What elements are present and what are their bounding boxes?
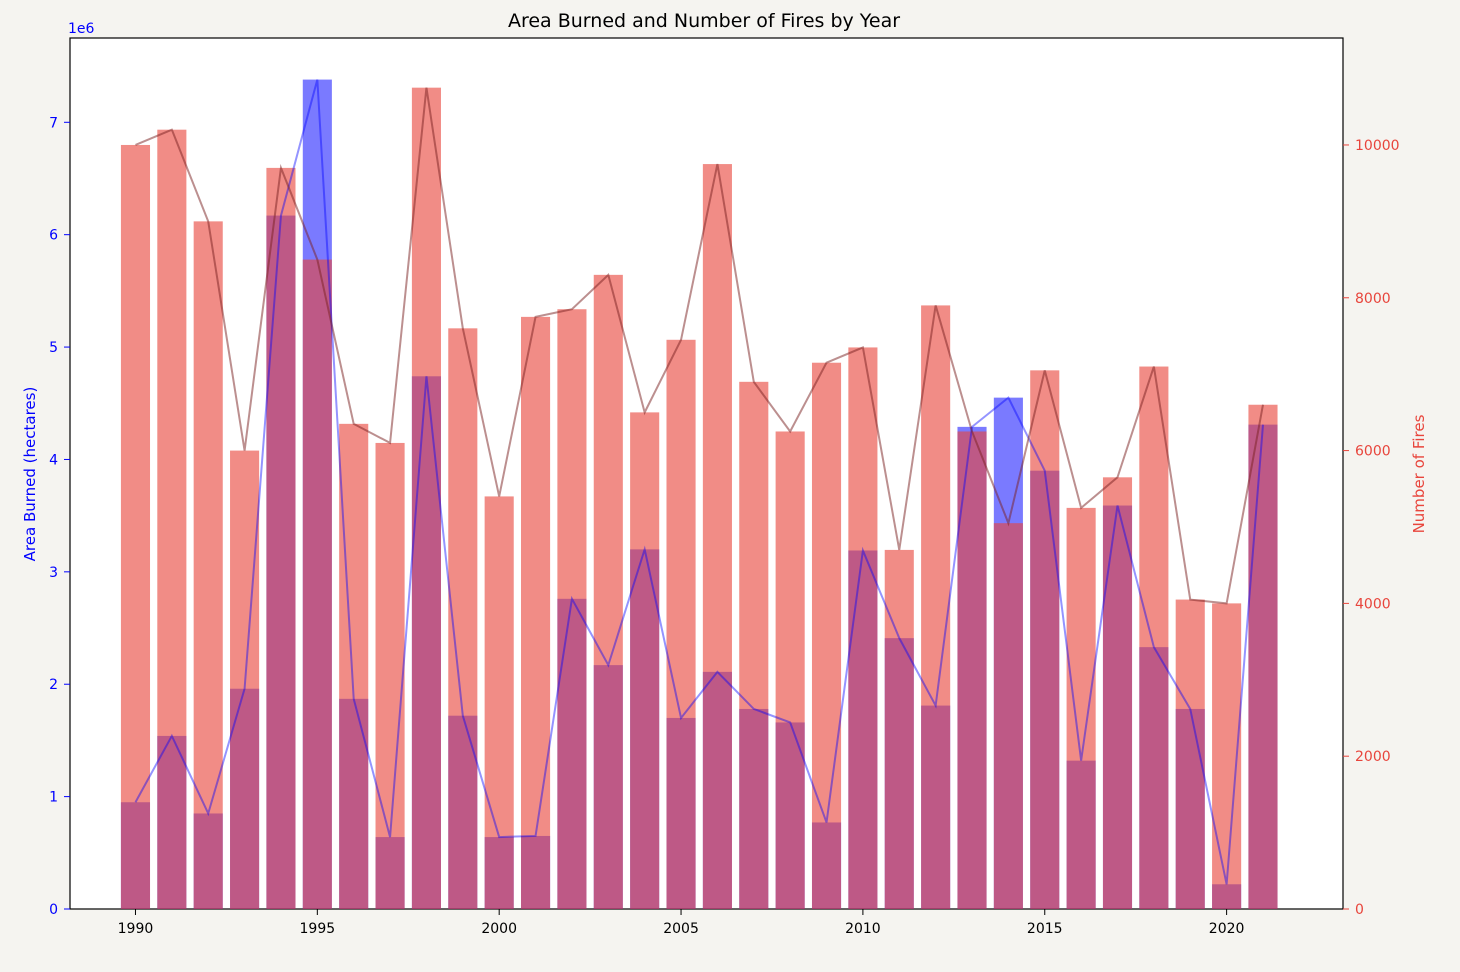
fires-bar-1996: [339, 423, 369, 909]
fires-bar-1993: [230, 450, 260, 909]
x-tick-label-1995: 1995: [300, 921, 336, 937]
x-tick-label-2015: 2015: [1027, 921, 1063, 937]
fires-bar-1999: [448, 328, 478, 909]
fires-bar-2006: [702, 164, 732, 909]
y-left-tick-label-1: 1: [49, 790, 58, 806]
fires-bar-2016: [1066, 507, 1096, 909]
left-axis-multiplier: 1e6: [68, 21, 95, 37]
fires-bar-2004: [630, 412, 660, 909]
fires-bar-2005: [666, 339, 696, 910]
fires-bar-2011: [884, 549, 914, 909]
fires-bar-2020: [1212, 603, 1242, 909]
y-left-tick-label-2: 2: [49, 677, 58, 693]
fires-bar-2015: [1030, 370, 1060, 910]
x-tick-label-2000: 2000: [481, 921, 517, 937]
y-left-tick-label-7: 7: [49, 115, 58, 131]
fires-bars-group: [120, 87, 1278, 910]
y-right-tick-label-4000: 4000: [1355, 596, 1391, 612]
series-lines-group: [134, 79, 1264, 885]
y-right-tick-label-0: 0: [1355, 902, 1364, 918]
x-tick-label-2020: 2020: [1209, 921, 1245, 937]
fires-bar-2002: [557, 309, 587, 910]
y-axis-right: 0 2000 4000 6000 8000 10000: [1343, 138, 1400, 918]
fires-bar-2007: [739, 381, 769, 909]
fires-bar-1998: [411, 87, 441, 909]
fires-bar-1990: [120, 144, 151, 909]
y-left-tick-label-3: 3: [49, 565, 58, 581]
y-left-tick-label-0: 0: [49, 902, 58, 918]
fires-bar-2017: [1102, 477, 1133, 909]
fires-bar-2001: [521, 316, 551, 909]
x-tick-label-1990: 1990: [118, 921, 154, 937]
x-tick-label-2005: 2005: [663, 921, 699, 937]
fires-bar-2009: [811, 362, 842, 909]
fires-bar-2012: [921, 305, 951, 909]
fires-bar-1995: [302, 259, 332, 909]
y-axis-left: 0 1 2 3 4 5 6 7: [49, 115, 70, 918]
fires-bar-2008: [775, 431, 805, 909]
area-line: [134, 79, 1264, 885]
fires-line: [135, 87, 1264, 605]
fires-bar-1994: [266, 167, 296, 909]
y-left-tick-label-4: 4: [49, 452, 58, 468]
chart-title: Area Burned and Number of Fires by Year: [508, 10, 900, 32]
fires-bar-1997: [375, 442, 405, 909]
y-axis-left-label: Area Burned (hectares): [21, 387, 39, 562]
y-axis-right-label: Number of Fires: [1410, 414, 1428, 533]
x-tick-label-2010: 2010: [845, 921, 881, 937]
fires-bar-2018: [1139, 366, 1169, 909]
y-right-tick-label-8000: 8000: [1355, 291, 1391, 307]
fires-bar-2021: [1248, 404, 1278, 909]
fires-bar-2019: [1175, 599, 1205, 909]
y-left-tick-label-5: 5: [49, 340, 58, 356]
fires-bar-2003: [593, 274, 623, 909]
y-right-tick-label-10000: 10000: [1355, 138, 1400, 154]
fires-bar-2010: [848, 347, 878, 909]
x-axis: 1990 1995 2000 2005 2010 2015 2020: [118, 909, 1245, 937]
fires-bar-2014: [993, 523, 1023, 909]
fires-bar-1991: [157, 129, 187, 909]
fires-bar-2000: [484, 496, 514, 909]
fires-bar-2013: [957, 431, 987, 909]
y-right-tick-label-2000: 2000: [1355, 749, 1391, 765]
y-left-tick-label-6: 6: [49, 228, 58, 244]
y-right-tick-label-6000: 6000: [1355, 444, 1391, 460]
fires-bar-1992: [193, 221, 223, 910]
